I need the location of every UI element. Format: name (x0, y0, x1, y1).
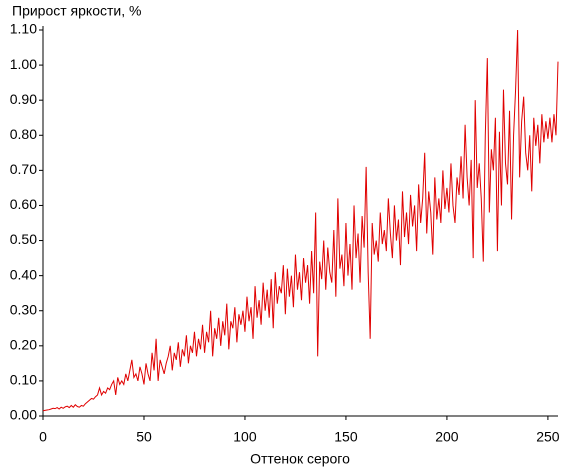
data-line (42, 29, 559, 412)
y-tick-label: 0.30 (10, 301, 37, 317)
y-tick-label: 0.10 (10, 372, 37, 388)
x-tick-label: 200 (435, 429, 459, 445)
y-tick-label: 0.60 (10, 196, 37, 212)
y-axis-label: Прирост яркости, % (12, 3, 141, 19)
y-tick-label: 0.40 (10, 266, 37, 282)
x-tick-label: 250 (536, 429, 560, 445)
x-tick-label: 0 (39, 429, 47, 445)
y-tick-label: 0.50 (10, 231, 37, 247)
x-tick-label: 100 (233, 429, 257, 445)
y-tick-label: 0.70 (10, 161, 37, 177)
y-tick-label: 1.10 (10, 21, 37, 37)
y-tick-label: 0.20 (10, 337, 37, 353)
y-tick-label: 0.00 (10, 407, 37, 423)
y-tick-label: 1.00 (10, 56, 37, 72)
y-tick-label: 0.90 (10, 91, 37, 107)
y-tick-label: 0.80 (10, 126, 37, 142)
x-tick-label: 50 (136, 429, 152, 445)
x-tick-label: 150 (334, 429, 358, 445)
x-axis-label: Оттенок серого (250, 451, 350, 467)
